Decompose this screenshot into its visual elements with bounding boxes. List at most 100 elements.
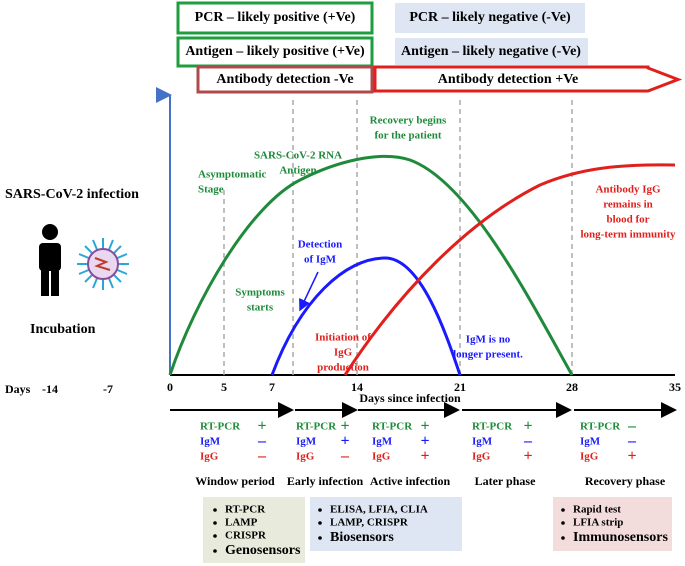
test-result: – (627, 418, 637, 435)
test-result: + (523, 448, 532, 465)
test-result: – (257, 433, 267, 450)
geno-box (203, 497, 305, 563)
annotation: Symptoms (235, 287, 285, 299)
test-result: – (523, 433, 533, 450)
antibody-positive: Antibody detection +Ve (438, 72, 578, 87)
day-tick-label: 5 (221, 380, 227, 394)
annotation: Initiation of (315, 332, 371, 344)
annotation: IgG (334, 347, 353, 359)
antigen-curve (168, 154, 574, 376)
annotation: production (317, 362, 369, 374)
phase-label: Active infection (370, 474, 451, 488)
test-result: – (627, 433, 637, 450)
virus-icon (77, 238, 129, 290)
test-name: IgG (372, 451, 391, 463)
annotation: for the patient (374, 130, 441, 142)
infection-label: SARS-CoV-2 infection (5, 187, 139, 202)
test-name: RT-PCR (472, 421, 513, 433)
method-item: CRISPR (225, 530, 267, 542)
phase-label: Later phase (475, 474, 536, 488)
antibody-neg-box (196, 65, 374, 94)
test-result: – (340, 448, 350, 465)
test-name: IgM (472, 436, 493, 448)
phase-label: Early infection (287, 474, 364, 488)
annotation: Antigen (279, 165, 316, 177)
annotation: Antibody IgG (595, 184, 661, 196)
test-result: + (340, 433, 349, 450)
test-name: IgG (296, 451, 315, 463)
sensor-label: Biosensors (330, 530, 394, 545)
test-name: IgM (296, 436, 317, 448)
test-name: IgG (200, 451, 219, 463)
annotation: Stage (198, 184, 224, 196)
igg-curve (343, 163, 676, 376)
phase-label: Window period (195, 474, 275, 488)
antigen-negative: Antigen – likely negative (-Ve) (401, 44, 581, 59)
test-result: + (523, 418, 532, 435)
method-item: LAMP (225, 517, 258, 529)
annotation: SARS-CoV-2 RNA (254, 150, 342, 162)
antigen-positive: Antigen – likely positive (+Ve) (185, 44, 365, 59)
annotation: blood for (606, 214, 649, 226)
test-name: IgM (372, 436, 393, 448)
pcr-neg-box (395, 3, 585, 33)
day-tick-label: 14 (351, 380, 363, 394)
pre-tick-label: -7 (103, 382, 113, 396)
method-item: RT-PCR (225, 504, 266, 516)
igm-pointer (299, 271, 319, 312)
axis-label: Days since infection (359, 391, 461, 405)
annotation: long-term immunity (580, 229, 676, 241)
method-item: Rapid test (573, 504, 621, 516)
pcr-positive: PCR – likely positive (+Ve) (195, 10, 356, 25)
annotation: starts (247, 302, 274, 314)
bullet (318, 508, 322, 512)
annotation: of IgM (304, 254, 337, 266)
antibody-negative: Antibody detection -Ve (216, 72, 353, 87)
pcr-pos-box (176, 1, 374, 35)
test-result: + (420, 448, 429, 465)
test-name: IgG (472, 451, 491, 463)
days-label: Days (5, 382, 31, 396)
pcr-negative: PCR – likely negative (-Ve) (409, 10, 571, 25)
antigen-neg-box (395, 38, 588, 65)
sensor-label: Immunosensors (573, 530, 668, 545)
bio-box (310, 497, 462, 551)
igm-curve (270, 256, 462, 376)
immuno-box (553, 497, 672, 551)
bullet (213, 549, 217, 553)
test-name: RT-PCR (372, 421, 413, 433)
annotation: remains in (603, 199, 653, 211)
test-result: + (420, 433, 429, 450)
day-tick-label: 28 (566, 380, 578, 394)
test-name: IgG (580, 451, 599, 463)
incubation-label: Incubation (30, 322, 96, 337)
bullet (318, 521, 322, 525)
test-result: + (420, 418, 429, 435)
annotation: Recovery begins (370, 115, 447, 127)
test-result: + (627, 448, 636, 465)
antibody-pos-arrow (373, 65, 683, 93)
bullet (561, 521, 565, 525)
test-result: + (257, 418, 266, 435)
bullet (561, 508, 565, 512)
method-item: LFIA strip (573, 517, 623, 529)
sensor-label: Genosensors (225, 543, 301, 558)
bullet (213, 521, 217, 525)
person-icon (39, 224, 61, 296)
annotation: Asymptomatic (198, 169, 267, 181)
test-result: – (257, 448, 267, 465)
day-tick-label: 21 (454, 380, 466, 394)
bullet (318, 536, 322, 540)
test-result: + (340, 418, 349, 435)
bullet (561, 536, 565, 540)
test-name: RT-PCR (200, 421, 241, 433)
method-item: ELISA, LFIA, CLIA (330, 504, 428, 516)
phase-label: Recovery phase (585, 474, 666, 488)
day-tick-label: 7 (269, 380, 275, 394)
annotation: IgM is no (466, 334, 511, 346)
pre-tick-label: -14 (42, 382, 58, 396)
test-name: RT-PCR (296, 421, 337, 433)
test-name: IgM (200, 436, 221, 448)
test-name: RT-PCR (580, 421, 621, 433)
